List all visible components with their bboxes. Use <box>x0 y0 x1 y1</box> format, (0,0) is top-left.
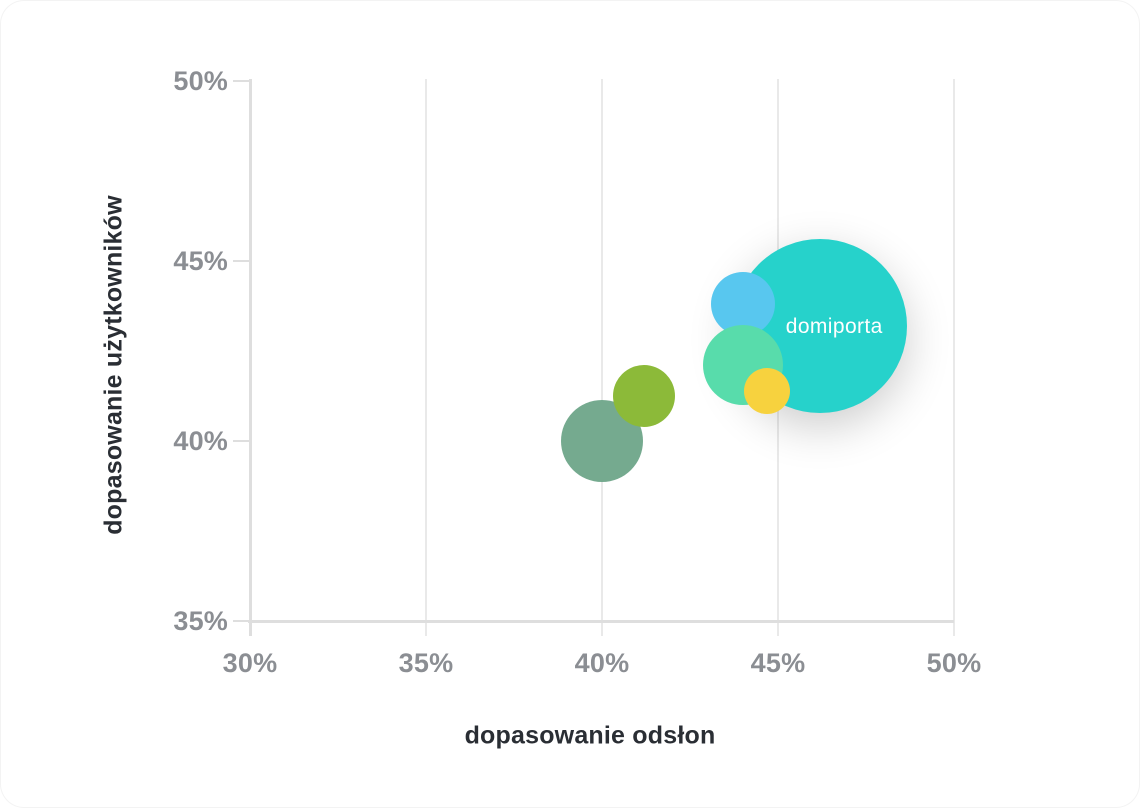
x-tick-label: 35% <box>398 648 454 678</box>
x-tick-label: 30% <box>222 648 278 678</box>
gridline-x-50 <box>953 79 955 636</box>
y-tick-label: 45% <box>173 246 228 276</box>
bubble-5[interactable] <box>744 367 791 414</box>
y-tick-mark <box>233 440 250 442</box>
gridline-x-35 <box>425 79 427 636</box>
y-tick-mark <box>233 620 250 622</box>
x-tick-label: 45% <box>750 648 806 678</box>
x-tick-label: 50% <box>926 648 982 678</box>
gridline-x-40 <box>601 79 603 636</box>
y-tick-label: 35% <box>173 606 228 636</box>
y-tick-mark <box>233 80 250 82</box>
x-tick-label: 40% <box>574 648 630 678</box>
x-axis-line <box>248 620 954 623</box>
bubble-1[interactable] <box>613 365 676 427</box>
bubble-label: domiporta <box>785 314 883 338</box>
y-tick-label: 50% <box>173 66 228 96</box>
y-axis-title: dopasowanie użytkowników <box>99 195 128 535</box>
y-axis-line <box>248 79 252 636</box>
x-axis-title: dopasowanie odsłon <box>464 721 716 750</box>
y-tick-mark <box>233 260 250 262</box>
y-tick-label: 40% <box>173 426 228 456</box>
